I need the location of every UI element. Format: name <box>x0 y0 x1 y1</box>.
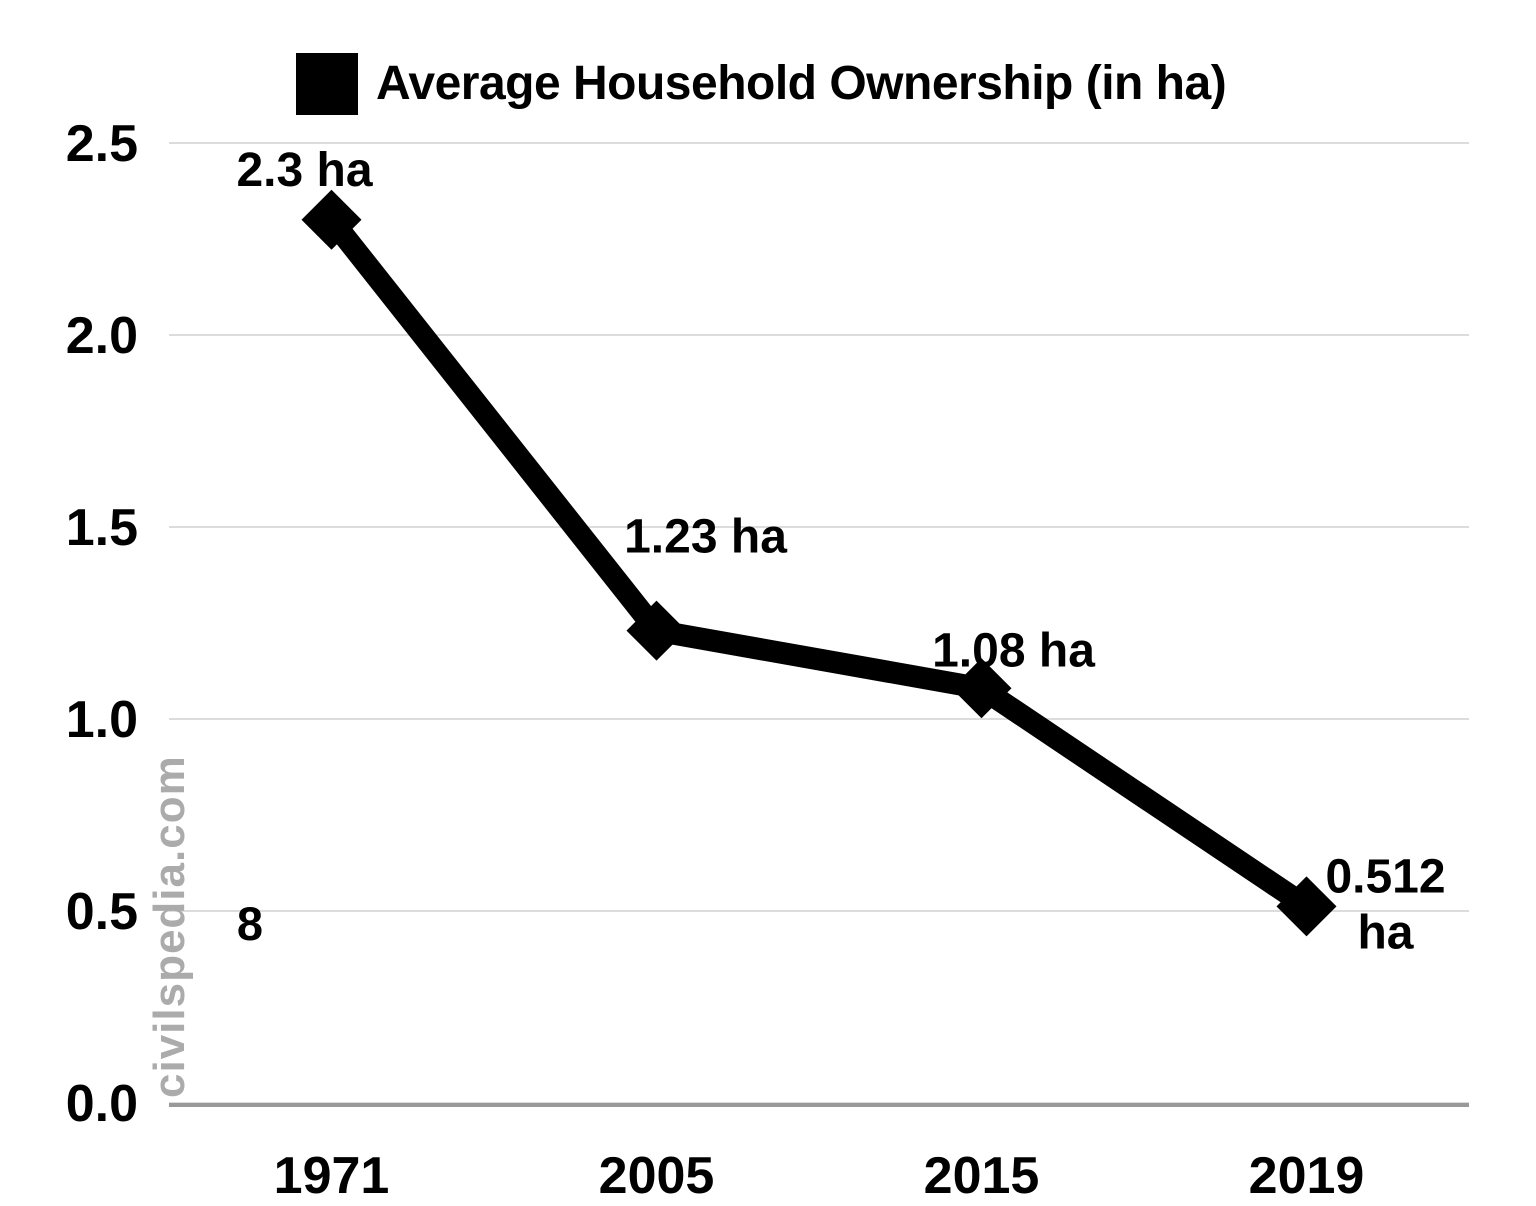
y-tick-label: 2.0 <box>66 307 138 365</box>
series-line <box>322 212 1313 916</box>
data-point-label: ha <box>1357 906 1413 959</box>
stray-annotation-label: 8 <box>237 897 263 950</box>
data-point-label: 1.08 ha <box>932 624 1095 677</box>
legend: Average Household Ownership (in ha) <box>296 53 1227 115</box>
y-tick-label: 0.0 <box>66 1075 138 1133</box>
data-point-label: 2.3 ha <box>236 144 372 197</box>
y-tick-label: 1.0 <box>66 691 138 749</box>
legend-swatch <box>296 53 358 115</box>
x-tick-label: 1971 <box>274 1147 390 1205</box>
x-tick-label: 2019 <box>1249 1147 1365 1205</box>
x-tick-label: 2005 <box>599 1147 715 1205</box>
data-point-marker <box>301 189 362 250</box>
y-tick-label: 2.5 <box>66 115 138 173</box>
data-point-marker <box>1276 876 1337 937</box>
watermark-text: civilspedia.com <box>145 755 194 1098</box>
data-point-label: 1.23 ha <box>624 511 787 564</box>
data-point-marker <box>951 658 1012 719</box>
y-tick-label: 0.5 <box>66 883 138 941</box>
data-point-marker <box>626 600 687 661</box>
data-point-label: 0.512 <box>1325 850 1445 903</box>
legend-label: Average Household Ownership (in ha) <box>376 57 1227 110</box>
x-tick-label: 2015 <box>924 1147 1040 1205</box>
y-tick-label: 1.5 <box>66 499 138 557</box>
